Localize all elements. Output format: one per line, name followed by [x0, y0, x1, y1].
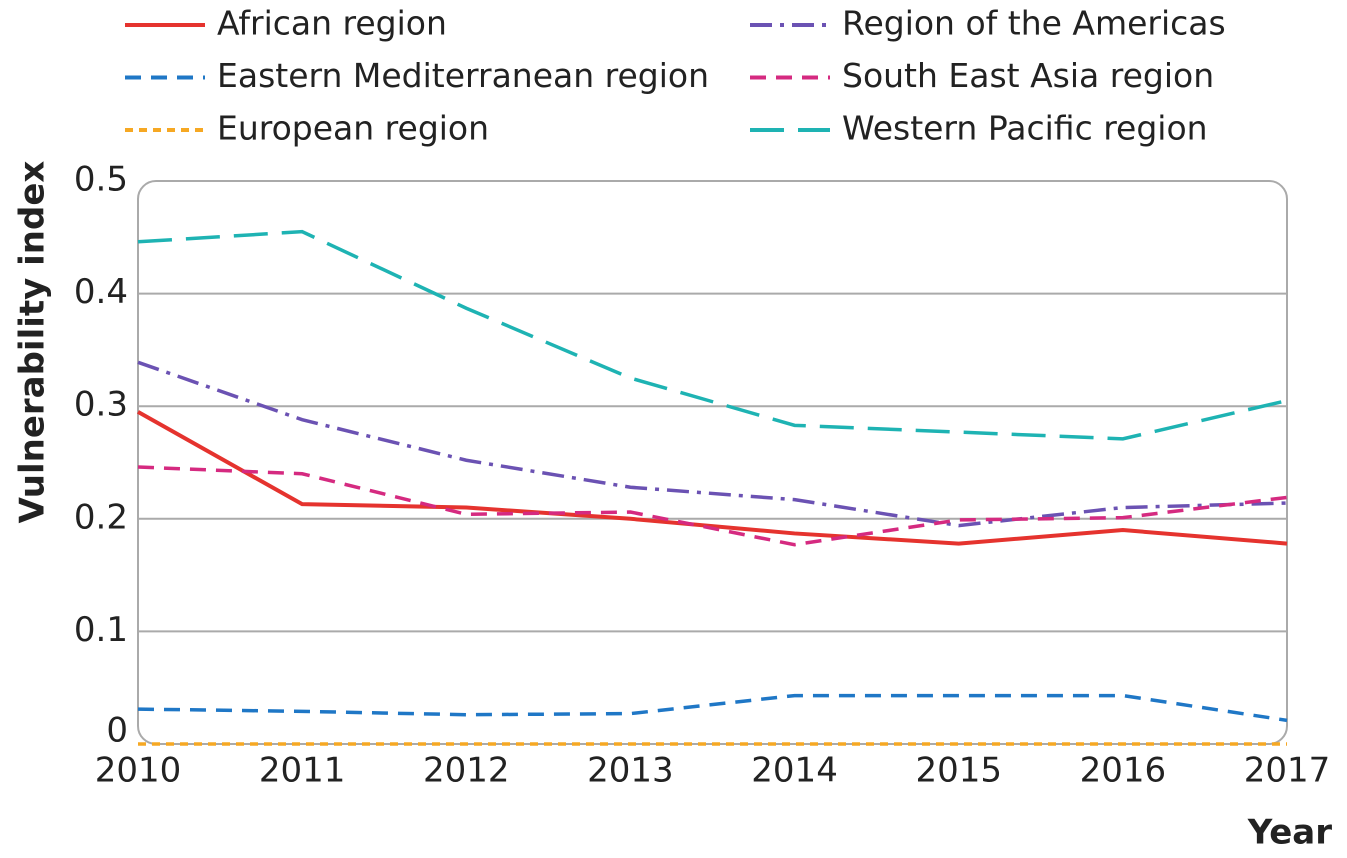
x-tick-label: 2013 [587, 751, 674, 791]
y-tick-label: 0.4 [74, 272, 128, 312]
legend-label: South East Asia region [842, 56, 1214, 95]
legend-label: European region [217, 109, 489, 148]
series-line [137, 693, 1288, 723]
y-tick-label: 0.5 [74, 160, 128, 200]
y-tick-label: 0.2 [74, 497, 128, 537]
legend-label: Western Pacific region [842, 109, 1208, 148]
y-tick-label: 0.1 [74, 610, 128, 650]
y-axis-label: Vulnerability index [13, 161, 53, 524]
legend-label: Eastern Mediterranean region [217, 56, 709, 95]
legend-label: Region of the Americas [842, 4, 1226, 43]
y-tick-label: 0.3 [74, 385, 128, 425]
x-tick-label: 2017 [1244, 751, 1331, 791]
x-tick-label: 2015 [915, 751, 1002, 791]
series-line [137, 229, 1288, 441]
x-axis-label: Year [1247, 813, 1333, 853]
x-tick-label: 2010 [95, 751, 182, 791]
plot-frame [137, 180, 1288, 745]
x-tick-label: 2012 [423, 751, 510, 791]
legend-label: African region [217, 4, 447, 43]
series-line [137, 465, 1288, 547]
series-line [137, 360, 1288, 528]
series-line [137, 410, 1288, 546]
x-tick-label: 2016 [1080, 751, 1167, 791]
x-tick-label: 2014 [751, 751, 838, 791]
y-tick-label: 0 [106, 711, 128, 751]
x-tick-label: 2011 [259, 751, 346, 791]
